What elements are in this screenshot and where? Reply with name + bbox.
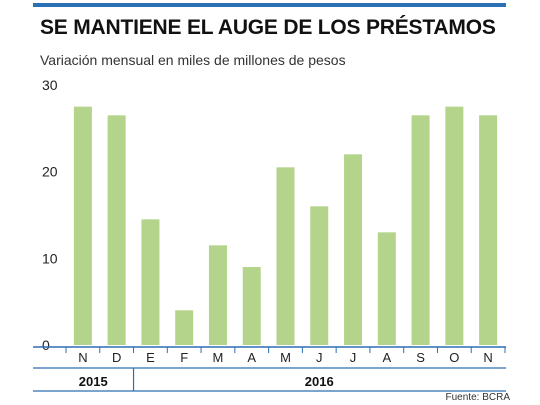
bar [208,245,227,345]
bar [73,106,92,346]
x-tick-label: J [350,350,357,365]
y-tick-label: 30 [42,77,58,93]
x-tick-label: A [247,350,256,365]
year-label: 2015 [79,374,108,389]
bar [377,232,396,345]
x-tick-label: O [449,350,459,365]
chart-title: SE MANTIENE EL AUGE DE LOS PRÉSTAMOS [40,16,496,39]
top-accent-rule [33,3,506,7]
source-note: Fuente: BCRA [445,392,510,403]
x-tick-label: M [280,350,291,365]
axes [33,346,506,392]
x-tick-label: N [78,350,87,365]
bar [445,106,464,346]
x-tick-label: F [180,350,188,365]
y-tick-label: 20 [42,164,58,180]
bar [479,115,498,345]
bars [73,106,498,346]
year-labels: 2015 2016 [79,368,334,391]
x-tick-label: J [316,350,323,365]
y-tick-label: 10 [42,250,58,266]
bar [344,154,363,345]
y-tick-label: 0 [42,337,50,353]
x-tick-label: E [146,350,155,365]
x-tick-label: A [382,350,391,365]
bar [141,219,160,345]
bar [175,310,194,345]
y-axis-ticks: 0 10 20 30 [42,77,58,353]
bar [310,206,329,345]
bar [276,167,295,345]
bar [107,115,126,345]
x-tick-label: D [112,350,121,365]
x-tick-label: N [483,350,492,365]
bar [242,267,261,345]
chart-subtitle: Variación mensual en miles de millones d… [40,52,346,68]
bar [411,115,430,345]
x-tick-label: M [213,350,224,365]
year-label: 2016 [305,374,334,389]
x-tick-label: S [416,350,425,365]
